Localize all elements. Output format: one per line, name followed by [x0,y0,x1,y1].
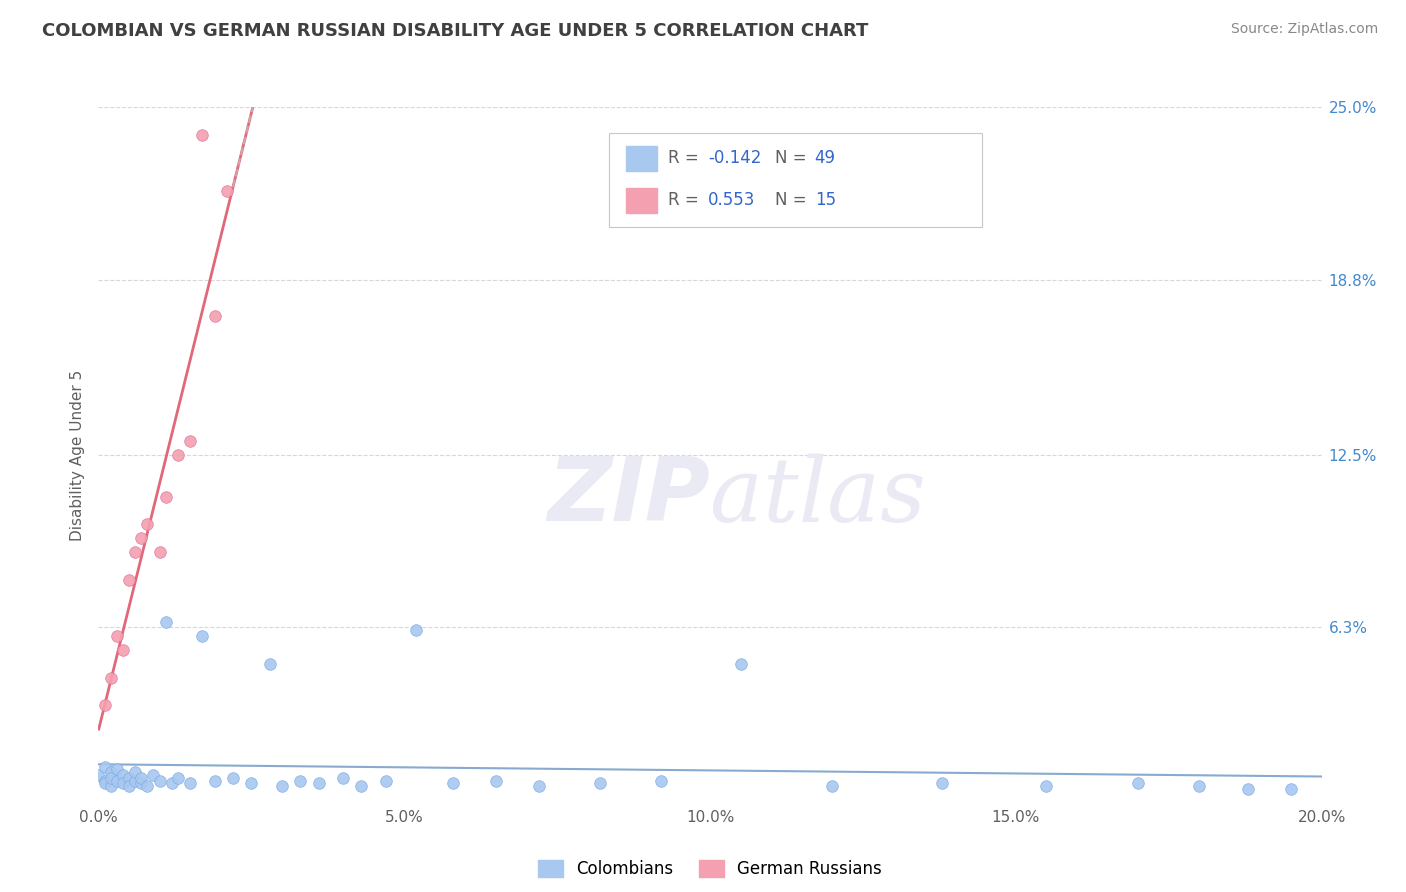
Point [124,545,146,559]
Point [191,128,214,142]
Text: 15: 15 [814,191,835,209]
Point [93,759,115,773]
Point [332,771,354,785]
Point [931,776,953,790]
Point [142,768,165,782]
Point [1128,776,1150,790]
Point [650,773,672,788]
Point [155,490,177,504]
Point [100,779,122,793]
Point [485,773,508,788]
Point [118,771,141,785]
Point [821,779,844,793]
Point [136,517,159,532]
Text: ZIP: ZIP [547,453,710,541]
Point [1188,779,1211,793]
Point [160,776,183,790]
Point [105,763,128,777]
Text: COLOMBIAN VS GERMAN RUSSIAN DISABILITY AGE UNDER 5 CORRELATION CHART: COLOMBIAN VS GERMAN RUSSIAN DISABILITY A… [42,22,869,40]
Y-axis label: Disability Age Under 5: Disability Age Under 5 [69,369,84,541]
Point [105,629,128,643]
Point [93,776,115,790]
Point [100,671,122,685]
Text: N =: N = [775,191,813,209]
Text: 0.553: 0.553 [707,191,755,209]
Point [111,768,134,782]
Point [374,773,396,788]
Text: atlas: atlas [710,453,925,540]
Text: 49: 49 [814,150,835,168]
Point [270,779,292,793]
Point [527,779,550,793]
Point [87,768,110,782]
Point [1237,781,1260,796]
Text: Source: ZipAtlas.com: Source: ZipAtlas.com [1230,22,1378,37]
Point [204,773,226,788]
Point [179,434,201,448]
Point [129,532,152,546]
Point [204,309,226,323]
Point [167,771,190,785]
Point [118,573,141,587]
Point [1035,779,1057,793]
Text: -0.142: -0.142 [707,150,761,168]
Point [100,771,122,785]
Text: R =: R = [668,191,704,209]
Point [290,773,312,788]
Point [111,776,134,790]
Text: R =: R = [668,150,704,168]
Point [111,642,134,657]
Legend: Colombians, German Russians: Colombians, German Russians [531,854,889,885]
Point [308,776,330,790]
Point [350,779,373,793]
Point [129,776,152,790]
Point [730,657,752,671]
Point [93,698,115,713]
Point [191,629,214,643]
Point [124,773,146,788]
Point [222,771,245,785]
Point [155,615,177,629]
Point [405,624,427,638]
Point [589,776,612,790]
Point [149,773,172,788]
Point [124,765,146,780]
Point [215,184,238,198]
Point [240,776,263,790]
Point [136,779,159,793]
Point [167,448,190,462]
Point [93,773,115,788]
Point [118,779,141,793]
Point [1279,781,1302,796]
Point [259,657,281,671]
Point [441,776,464,790]
Point [100,765,122,780]
Point [179,776,201,790]
Text: N =: N = [775,150,813,168]
Point [129,771,152,785]
Point [149,545,172,559]
Point [105,773,128,788]
